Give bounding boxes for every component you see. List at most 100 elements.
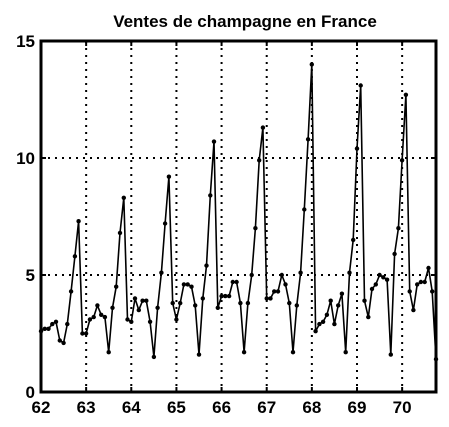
data-point [287, 300, 292, 306]
data-point [114, 284, 119, 289]
data-point [358, 83, 363, 88]
data-point [189, 284, 194, 289]
data-point [407, 289, 412, 294]
grid-lines [41, 41, 436, 392]
data-point [388, 352, 393, 357]
data-point [223, 293, 228, 299]
data-point [151, 354, 157, 360]
data-point [226, 293, 232, 299]
data-point [211, 139, 217, 144]
data-point [403, 92, 409, 98]
data-point [162, 221, 168, 226]
data-point [121, 195, 127, 200]
axis-ticks: 62 63 64 65 66 67 68 69 70 0 5 10 15 [16, 32, 436, 417]
data-point [170, 300, 175, 306]
data-point [136, 307, 141, 313]
data-point [215, 305, 220, 310]
data-point [362, 298, 367, 303]
data-point [219, 293, 224, 299]
data-point [208, 193, 213, 198]
data-point [50, 321, 55, 327]
data-point [328, 298, 333, 303]
data-point [309, 62, 314, 67]
data-point [392, 251, 397, 257]
data-point [132, 296, 138, 301]
data-point [125, 317, 130, 322]
data-point [302, 207, 307, 212]
data-point [317, 321, 322, 327]
series-line [40, 63, 437, 360]
data-point [324, 312, 330, 317]
data-point [381, 275, 386, 280]
data-point [268, 296, 273, 301]
data-point [249, 272, 254, 278]
y-tick-label: 0 [26, 383, 35, 402]
x-tick-label: 66 [212, 398, 231, 417]
y-tick-label: 5 [26, 266, 35, 285]
data-point [347, 270, 352, 275]
data-point [57, 338, 62, 343]
data-point [313, 329, 318, 334]
chart-title: Ventes de champagne en France [113, 12, 377, 31]
data-point [91, 314, 96, 320]
data-points [38, 62, 439, 362]
data-point [42, 326, 47, 331]
data-point [185, 282, 190, 287]
data-point [147, 319, 153, 324]
data-point [253, 226, 258, 231]
data-point [234, 279, 239, 285]
data-point [106, 350, 111, 355]
data-point [117, 230, 123, 236]
data-point [339, 291, 345, 296]
data-point [72, 254, 78, 259]
data-point [174, 317, 179, 322]
data-point [95, 303, 100, 308]
data-point [305, 137, 311, 142]
data-point [260, 125, 266, 130]
data-point [272, 289, 277, 294]
data-point [76, 219, 81, 224]
data-point [384, 277, 390, 282]
data-point [178, 300, 183, 306]
data-point [351, 237, 356, 243]
data-point [68, 289, 74, 294]
data-point [238, 300, 243, 306]
y-tick-label: 10 [16, 149, 35, 168]
data-point [369, 286, 375, 292]
x-tick-label: 62 [32, 398, 51, 417]
data-point [426, 265, 431, 271]
data-point [193, 303, 198, 308]
data-point [298, 270, 303, 275]
data-point [373, 282, 378, 287]
data-point [275, 289, 281, 294]
data-point [46, 326, 51, 331]
data-point [290, 350, 296, 355]
data-point [200, 296, 205, 301]
data-point [99, 312, 104, 317]
data-point [366, 314, 371, 320]
data-point [264, 296, 269, 301]
data-point [332, 321, 337, 327]
data-point [53, 319, 59, 324]
data-point [83, 331, 89, 336]
data-point [354, 146, 360, 151]
data-point [65, 321, 70, 327]
data-point [294, 303, 299, 308]
data-point [411, 307, 416, 313]
data-point [396, 226, 401, 231]
plot-frame [39, 39, 438, 394]
x-tick-label: 67 [257, 398, 276, 417]
data-point [155, 305, 160, 310]
x-tick-label: 70 [393, 398, 412, 417]
x-tick-label: 69 [348, 398, 367, 417]
data-point [230, 279, 235, 285]
data-point [283, 282, 288, 287]
data-point [399, 158, 405, 163]
data-point [336, 303, 341, 308]
data-point [320, 319, 326, 324]
data-point [418, 279, 424, 285]
y-tick-label: 15 [16, 32, 35, 51]
data-point [144, 298, 149, 303]
data-point [181, 282, 187, 287]
